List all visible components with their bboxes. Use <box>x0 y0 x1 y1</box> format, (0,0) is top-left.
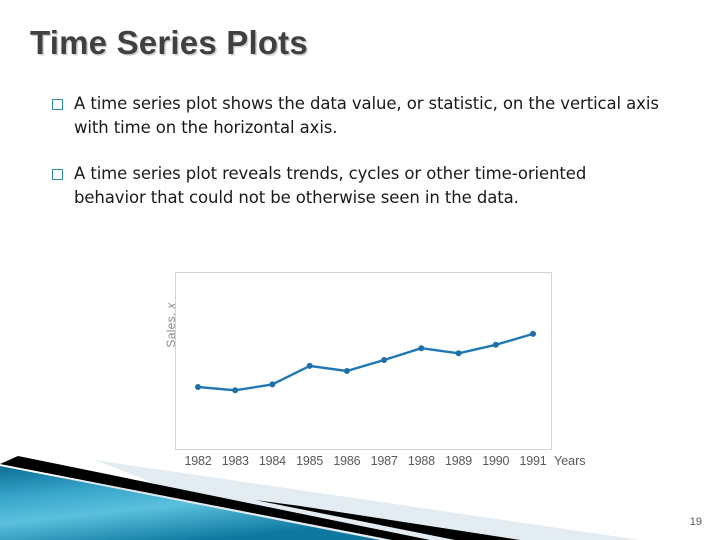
chart-data-point <box>418 345 425 352</box>
page-number: 19 <box>689 516 702 528</box>
chart-data-point <box>195 384 201 390</box>
chart-data-point <box>306 362 313 369</box>
chart-x-axis-label: Years <box>554 454 586 468</box>
list-item: A time series plot shows the data value,… <box>52 92 662 140</box>
pale-blue-wedge <box>0 468 470 540</box>
chart-x-tick-label: 1982 <box>184 454 212 468</box>
hollow-square-bullet-icon <box>52 99 63 110</box>
chart-data-point <box>455 350 462 357</box>
chart-line-series <box>196 332 535 392</box>
black-diagonal-stripe <box>0 456 430 540</box>
page-title: Time Series Plots <box>30 24 308 61</box>
bullet-text: A time series plot shows the data value,… <box>74 94 659 137</box>
chart-data-point <box>530 330 536 337</box>
chart-x-tick-label: 1989 <box>445 454 473 468</box>
chart-line-svg <box>195 330 536 394</box>
chart-x-tick-label: 1985 <box>296 454 324 468</box>
pale-blue-wedge-upper <box>95 460 640 540</box>
chart-data-point <box>232 387 239 394</box>
bullet-list: A time series plot shows the data value,… <box>52 92 662 232</box>
chart-x-tick-label: 1990 <box>482 454 510 468</box>
time-series-chart: Sales, x 1982 1983 1984 1985 1986 1987 1988 198… <box>140 262 586 468</box>
list-item: A time series plot reveals trends, cycle… <box>52 162 662 210</box>
black-diagonal-stripe-lower <box>255 500 520 540</box>
chart-data-point-markers <box>195 330 536 394</box>
chart-plot-area <box>175 272 552 450</box>
teal-gradient-triangle <box>0 466 380 540</box>
chart-x-tick-label: 1991 <box>519 454 547 468</box>
chart-x-tick-label: 1983 <box>221 454 249 468</box>
chart-x-tick-label: 1987 <box>370 454 398 468</box>
chart-x-tick-label: 1984 <box>258 454 286 468</box>
chart-x-tick-label: 1986 <box>333 454 361 468</box>
chart-data-point <box>343 368 350 374</box>
chart-data-point <box>269 381 276 388</box>
bullet-text: A time series plot reveals trends, cycle… <box>74 163 587 207</box>
hollow-square-bullet-icon <box>52 168 63 180</box>
chart-data-point <box>381 357 388 363</box>
chart-x-tick-label: 1988 <box>407 454 435 468</box>
chart-data-point <box>492 341 499 348</box>
